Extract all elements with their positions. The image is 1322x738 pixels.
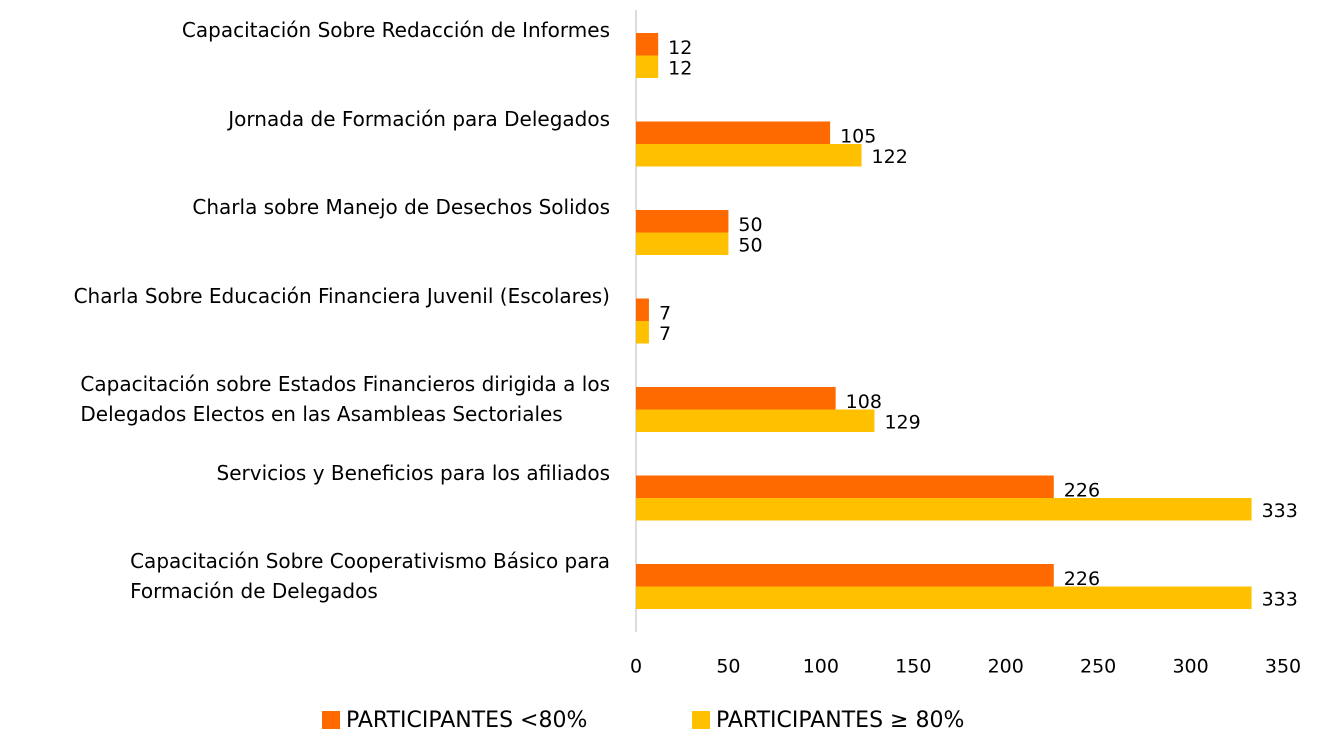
x-tick-label: 50 (716, 656, 740, 678)
bar (636, 564, 1054, 587)
category-label: Capacitación Sobre Cooperativismo Básico… (130, 549, 610, 603)
x-tick-label: 100 (803, 656, 839, 678)
legend-label: PARTICIPANTES ≥ 80% (716, 708, 964, 733)
value-label: 226 (1064, 479, 1100, 501)
value-label: 7 (659, 302, 671, 324)
legend-swatch (322, 711, 340, 729)
bar (636, 144, 862, 167)
value-label: 129 (884, 411, 920, 433)
bar (636, 475, 1054, 498)
category-label: Charla sobre Manejo de Desechos Solidos (192, 195, 610, 219)
value-label: 12 (668, 57, 692, 79)
bar (636, 55, 659, 78)
x-tick-label: 350 (1265, 656, 1301, 678)
bar (636, 232, 729, 255)
bar (636, 586, 1252, 609)
bar (636, 498, 1252, 521)
value-label: 122 (872, 146, 908, 168)
category-label: Jornada de Formación para Delegados (228, 106, 610, 131)
legend-label: PARTICIPANTES <80% (346, 708, 587, 733)
x-tick-label: 300 (1172, 656, 1208, 678)
value-label: 7 (659, 323, 671, 345)
bar (636, 121, 831, 144)
value-label: 333 (1262, 500, 1298, 522)
value-label: 108 (846, 391, 882, 413)
bar (636, 387, 836, 410)
bar (636, 298, 649, 321)
value-label: 105 (840, 125, 876, 147)
legend-swatch (692, 711, 710, 729)
value-label: 12 (668, 37, 692, 59)
category-label: Servicios y Beneficios para los afiliado… (216, 460, 610, 485)
value-label: 50 (738, 214, 762, 236)
bar (636, 321, 649, 344)
category-label: Charla Sobre Educación Financiera Juveni… (73, 283, 610, 308)
value-label: 226 (1064, 568, 1100, 590)
bar (636, 409, 875, 432)
category-label: Capacitación Sobre Redacción de Informes (181, 18, 610, 42)
bar (636, 33, 659, 56)
bar (636, 210, 729, 233)
category-label: Capacitación sobre Estados Financieros d… (80, 372, 610, 426)
x-tick-label: 150 (895, 656, 931, 678)
x-tick-label: 0 (630, 656, 642, 678)
x-tick-label: 250 (1080, 656, 1116, 678)
value-label: 50 (738, 234, 762, 256)
x-tick-label: 200 (988, 656, 1024, 678)
value-label: 333 (1262, 588, 1298, 610)
